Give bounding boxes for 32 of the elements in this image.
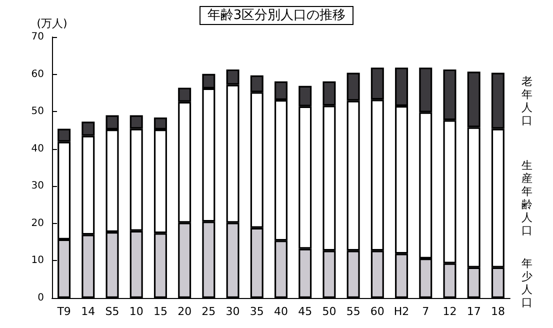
x-tick-label: 14: [81, 305, 96, 318]
y-axis-title: (万人): [36, 17, 68, 30]
x-tick-label: 17: [466, 305, 481, 318]
x-tick-label: 35: [250, 305, 264, 318]
x-tick-label: 50: [322, 305, 336, 318]
x-tick-label: 15: [153, 305, 168, 318]
x-tick-label: 45: [298, 305, 312, 318]
x-tick-label: T9: [56, 305, 71, 318]
y-tick-label: 20: [31, 218, 44, 229]
x-tick-label: 40: [274, 305, 288, 318]
y-tick-label: 0: [38, 292, 44, 304]
x-tick-label: 55: [346, 305, 360, 318]
series-label: 年少人口: [520, 256, 534, 309]
y-tick-label: 70: [31, 32, 44, 42]
x-tick-label: 10: [129, 305, 144, 318]
y-tick-label: 40: [31, 143, 44, 154]
y-tick-label: 10: [31, 255, 44, 266]
x-tick-label: 7: [422, 305, 430, 318]
x-tick-label: S5: [105, 305, 120, 318]
x-tick-label: 30: [226, 305, 240, 318]
x-tick-label: 20: [178, 305, 192, 318]
y-tick-label: 30: [31, 180, 44, 192]
series-label: 生産年齢人口: [520, 159, 534, 238]
y-tick-label: 50: [31, 106, 44, 118]
x-tick-label: 60: [370, 305, 384, 318]
x-tick-label: 18: [490, 305, 505, 318]
x-tick-label: 12: [442, 305, 457, 318]
x-tick-label: H2: [394, 305, 410, 318]
x-tick-label: 25: [202, 305, 216, 318]
chart-title: 年齢3区分別人口の推移: [207, 8, 346, 23]
series-label: 老年人口: [520, 74, 534, 127]
y-tick-label: 60: [31, 68, 44, 80]
